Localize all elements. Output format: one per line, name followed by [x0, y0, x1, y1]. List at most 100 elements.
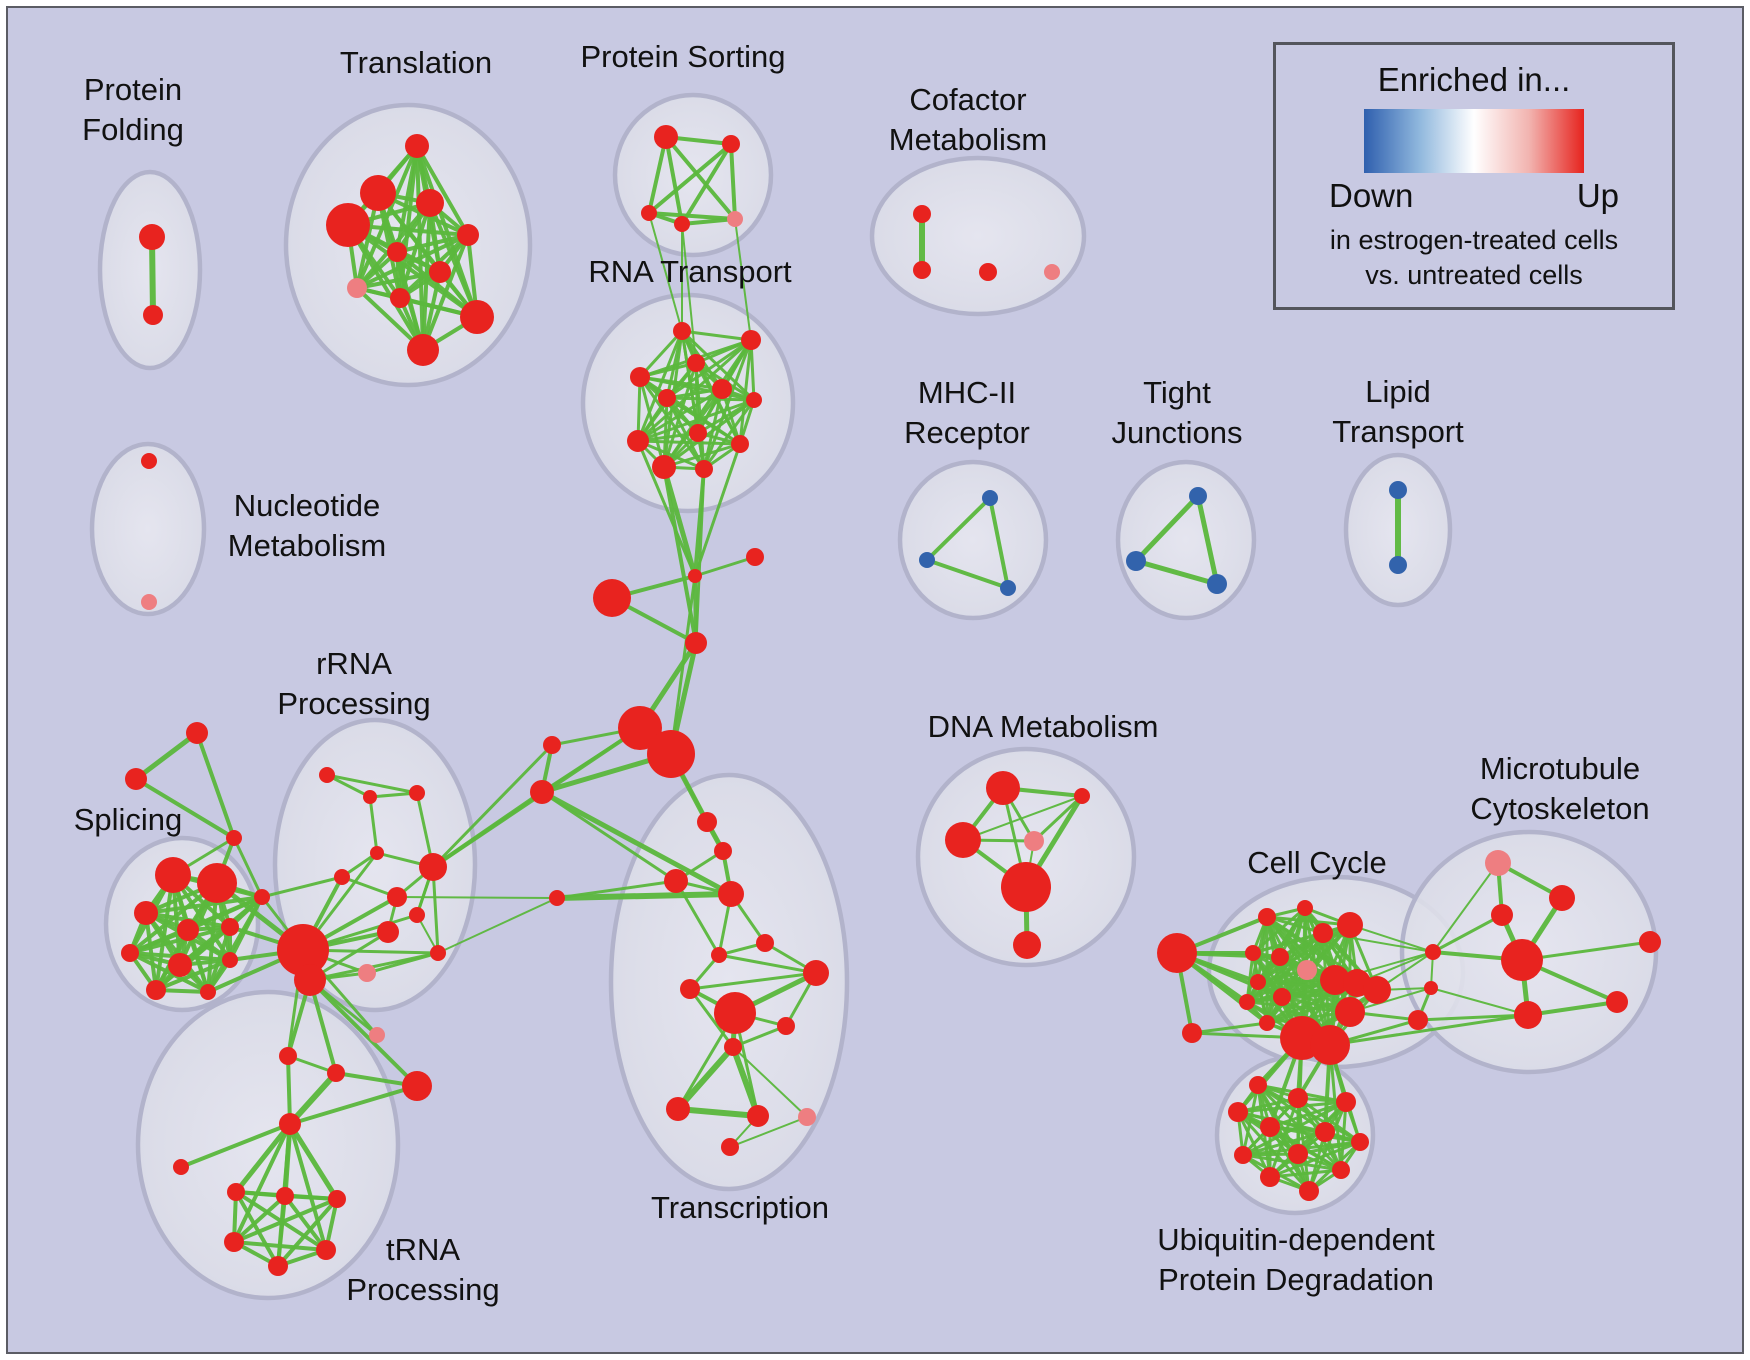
gene-set-node — [919, 552, 935, 568]
gene-set-node — [688, 569, 702, 583]
enrichment-edge — [647, 135, 668, 215]
enrichment-edge — [395, 233, 470, 254]
enrichment-edge — [636, 439, 742, 446]
enrichment-edge — [149, 234, 156, 318]
enrichment-edge — [346, 223, 425, 352]
enrichment-edge — [134, 777, 236, 840]
gene-set-node — [1074, 788, 1090, 804]
gene-set-node — [334, 869, 350, 885]
enrichment-edge — [693, 442, 742, 578]
cluster-ellipse-mh — [897, 459, 1049, 621]
enrichment-edge — [1245, 968, 1309, 1004]
gene-set-node — [1424, 981, 1438, 995]
enrichment-edge — [665, 338, 753, 400]
enrichment-edge — [232, 1194, 287, 1244]
legend-down-label: Down — [1329, 177, 1414, 214]
gene-set-node — [197, 863, 237, 903]
gene-set-node — [1491, 904, 1513, 926]
cluster-label-pf: Protein — [84, 72, 182, 107]
enrichment-edge — [233, 1121, 293, 1195]
enrichment-edge — [1322, 932, 1434, 953]
gene-set-node — [913, 205, 931, 223]
gene-set-node — [277, 924, 329, 976]
gene-set-node — [627, 430, 649, 452]
gene-set-node — [1207, 574, 1227, 594]
cluster-label-sp: Splicing — [74, 802, 183, 837]
enrichment-edge — [1268, 1100, 1348, 1179]
gene-set-node — [319, 767, 335, 783]
enrichment-edge — [730, 1044, 761, 1119]
gene-set-node — [1250, 974, 1266, 990]
gene-set-node — [1189, 487, 1207, 505]
enrichment-edge — [749, 338, 756, 402]
gene-set-node — [328, 1190, 346, 1208]
enrichment-edge — [1251, 931, 1325, 955]
enrichment-edge — [1328, 1043, 1343, 1172]
enrichment-edge — [232, 1197, 339, 1244]
cluster-label-tk: Processing — [346, 1272, 499, 1307]
cluster-label-cf: Cofactor — [909, 82, 1026, 117]
cluster-label-tj: Junctions — [1112, 415, 1243, 450]
enrichment-edge — [133, 730, 200, 782]
enrichment-edge — [154, 873, 175, 992]
gene-set-node — [409, 907, 425, 923]
gene-set-node — [1310, 1025, 1350, 1065]
enrichment-edge — [1328, 1013, 1530, 1047]
enrichment-edge — [1133, 558, 1220, 587]
gene-set-node — [409, 785, 425, 801]
gene-set-node — [430, 945, 446, 961]
gene-set-node — [1485, 850, 1511, 876]
enrichment-edge — [680, 217, 737, 226]
enrichment-edge — [1349, 924, 1434, 953]
cluster-ellipse-nu — [89, 441, 207, 617]
enrichment-edge — [1241, 1130, 1327, 1157]
enrichment-edge — [680, 142, 733, 226]
legend-title: Enriched in... — [1377, 61, 1571, 98]
gene-set-node — [718, 881, 744, 907]
gene-set-node — [387, 242, 407, 262]
gene-set-node — [1332, 1161, 1350, 1179]
cluster-label-rt: RNA Transport — [588, 254, 792, 289]
cluster-label-cf: Metabolism — [889, 122, 1048, 157]
gene-set-node — [405, 134, 429, 158]
enrichment-edge — [555, 879, 678, 900]
gene-set-node — [913, 261, 931, 279]
gene-set-node — [1249, 1076, 1267, 1094]
gene-set-node — [121, 944, 139, 962]
enrichment-edge — [717, 953, 818, 975]
gene-set-node — [654, 125, 678, 149]
gene-set-node — [407, 334, 439, 366]
gene-set-node — [347, 278, 367, 298]
gene-set-node — [141, 594, 157, 610]
enrichment-edge — [648, 212, 683, 332]
gene-set-node — [1258, 908, 1276, 926]
gene-set-node — [186, 722, 208, 744]
enrichment-edge — [431, 790, 544, 869]
enrichment-edge — [638, 329, 684, 379]
enrichment-edge — [1526, 1000, 1619, 1017]
gene-set-node — [1297, 900, 1313, 916]
enrichment-edge — [1416, 1013, 1530, 1022]
gene-set-node — [1351, 1133, 1369, 1151]
gene-set-node — [731, 435, 749, 453]
enrichment-edge — [665, 396, 756, 402]
gene-set-node — [747, 1105, 769, 1127]
enrichment-edge — [647, 211, 737, 221]
gene-set-node — [1024, 831, 1044, 851]
gene-set-node — [294, 964, 326, 996]
gene-set-node — [543, 736, 561, 754]
gene-set-node — [369, 1027, 385, 1043]
enrichment-edge — [1241, 1153, 1343, 1172]
enrichment-edge — [1520, 940, 1652, 962]
gene-set-node — [1363, 976, 1391, 1004]
enrichment-edge — [431, 743, 554, 869]
enrichment-edge — [540, 790, 678, 883]
cluster-ellipse-cf — [869, 155, 1087, 317]
enrichment-edge — [675, 1106, 761, 1119]
gene-set-node — [593, 579, 631, 617]
gene-set-node — [756, 934, 774, 952]
gene-set-node — [226, 830, 242, 846]
gene-set-node — [1239, 994, 1255, 1010]
enrichment-edge — [260, 875, 344, 899]
enrichment-edge — [325, 773, 419, 795]
